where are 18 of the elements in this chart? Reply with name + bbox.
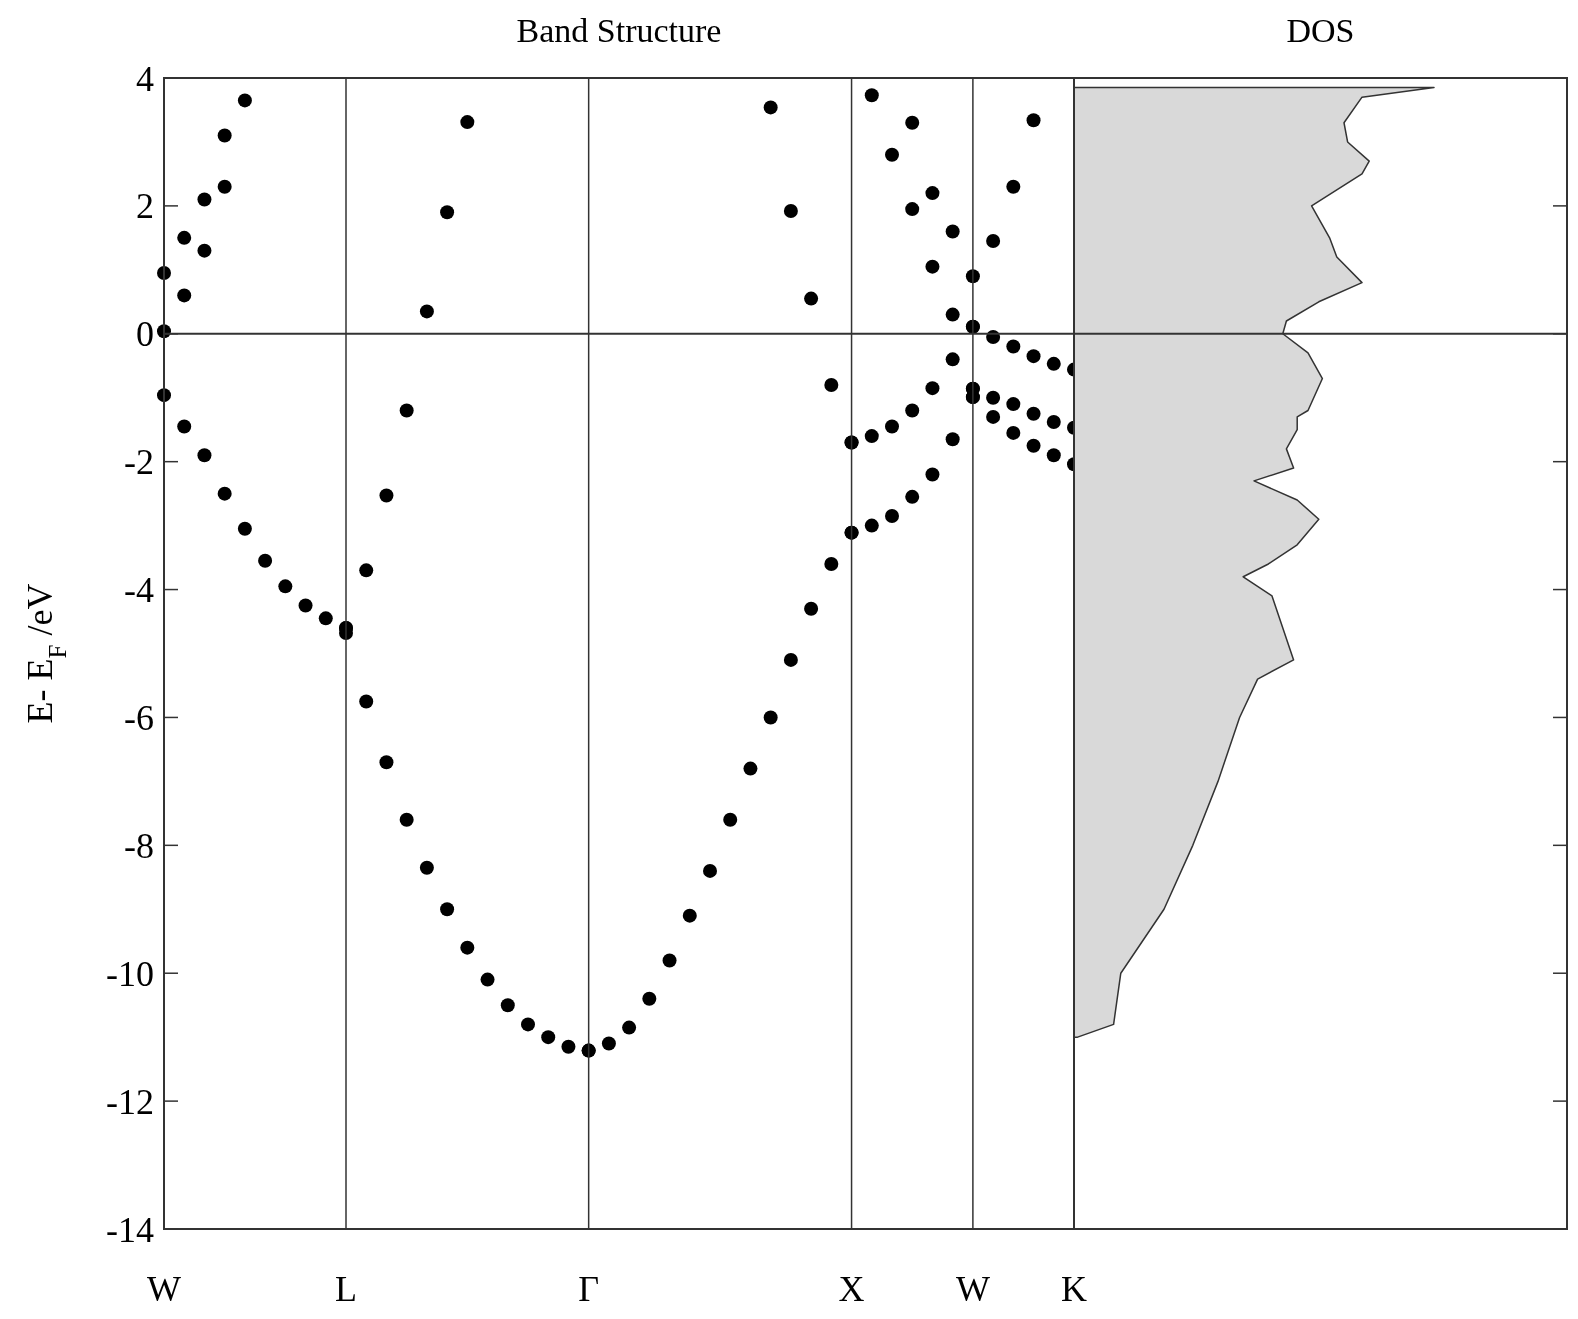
y-tick-label: -6	[124, 698, 154, 739]
chart-title: DOS	[1286, 12, 1355, 49]
x-tick-label: K	[1061, 1269, 1087, 1309]
y-tick-label: -2	[124, 442, 154, 483]
x-tick-label: Γ	[578, 1269, 600, 1309]
x-tick-label: L	[335, 1269, 357, 1309]
y-tick-label: -12	[106, 1081, 154, 1122]
chart-title: Band Structure	[516, 12, 722, 49]
x-tick-label: W	[147, 1269, 182, 1309]
y-tick-label: -10	[106, 953, 154, 994]
y-tick-label: 2	[136, 186, 154, 227]
y-tick-label: 4	[136, 58, 154, 99]
y-tick-label: -8	[124, 825, 154, 866]
x-tick-label: X	[838, 1269, 865, 1309]
y-tick-label: 0	[136, 314, 154, 355]
y-tick-label: -4	[124, 570, 154, 611]
x-tick-label: W	[955, 1269, 990, 1309]
y-tick-label: -14	[106, 1209, 154, 1250]
